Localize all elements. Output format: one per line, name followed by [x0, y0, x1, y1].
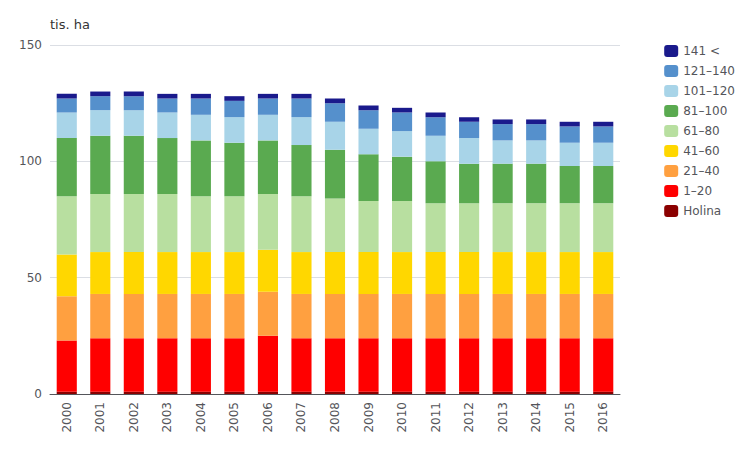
- svg-text:Holina: Holina: [683, 204, 721, 218]
- svg-text:1–20: 1–20: [683, 184, 712, 198]
- svg-text:2003: 2003: [160, 402, 174, 433]
- svg-text:2014: 2014: [529, 402, 543, 433]
- svg-text:101–120: 101–120: [683, 84, 735, 98]
- svg-text:100: 100: [19, 154, 42, 168]
- svg-text:2006: 2006: [261, 402, 275, 433]
- svg-text:2002: 2002: [127, 402, 141, 433]
- svg-text:tis. ha: tis. ha: [50, 17, 90, 32]
- svg-text:2012: 2012: [462, 402, 476, 433]
- svg-text:61–80: 61–80: [683, 124, 720, 138]
- svg-text:0: 0: [34, 387, 42, 401]
- svg-text:50: 50: [27, 271, 42, 285]
- svg-text:2009: 2009: [362, 402, 376, 433]
- svg-text:2007: 2007: [294, 402, 308, 433]
- svg-text:2004: 2004: [194, 402, 208, 433]
- svg-text:2013: 2013: [496, 402, 510, 433]
- svg-text:121–140: 121–140: [683, 64, 735, 78]
- svg-text:41–60: 41–60: [683, 144, 720, 158]
- svg-text:2000: 2000: [60, 402, 74, 433]
- svg-text:150: 150: [19, 38, 42, 52]
- svg-text:2015: 2015: [563, 402, 577, 433]
- svg-text:2010: 2010: [395, 402, 409, 433]
- svg-text:2001: 2001: [93, 402, 107, 433]
- svg-text:2016: 2016: [596, 402, 610, 433]
- svg-text:2005: 2005: [227, 402, 241, 433]
- svg-text:2008: 2008: [328, 402, 342, 433]
- svg-text:21–40: 21–40: [683, 164, 720, 178]
- svg-text:81–100: 81–100: [683, 104, 727, 118]
- svg-text:2011: 2011: [429, 402, 443, 433]
- svg-text:141 <: 141 <: [683, 44, 720, 58]
